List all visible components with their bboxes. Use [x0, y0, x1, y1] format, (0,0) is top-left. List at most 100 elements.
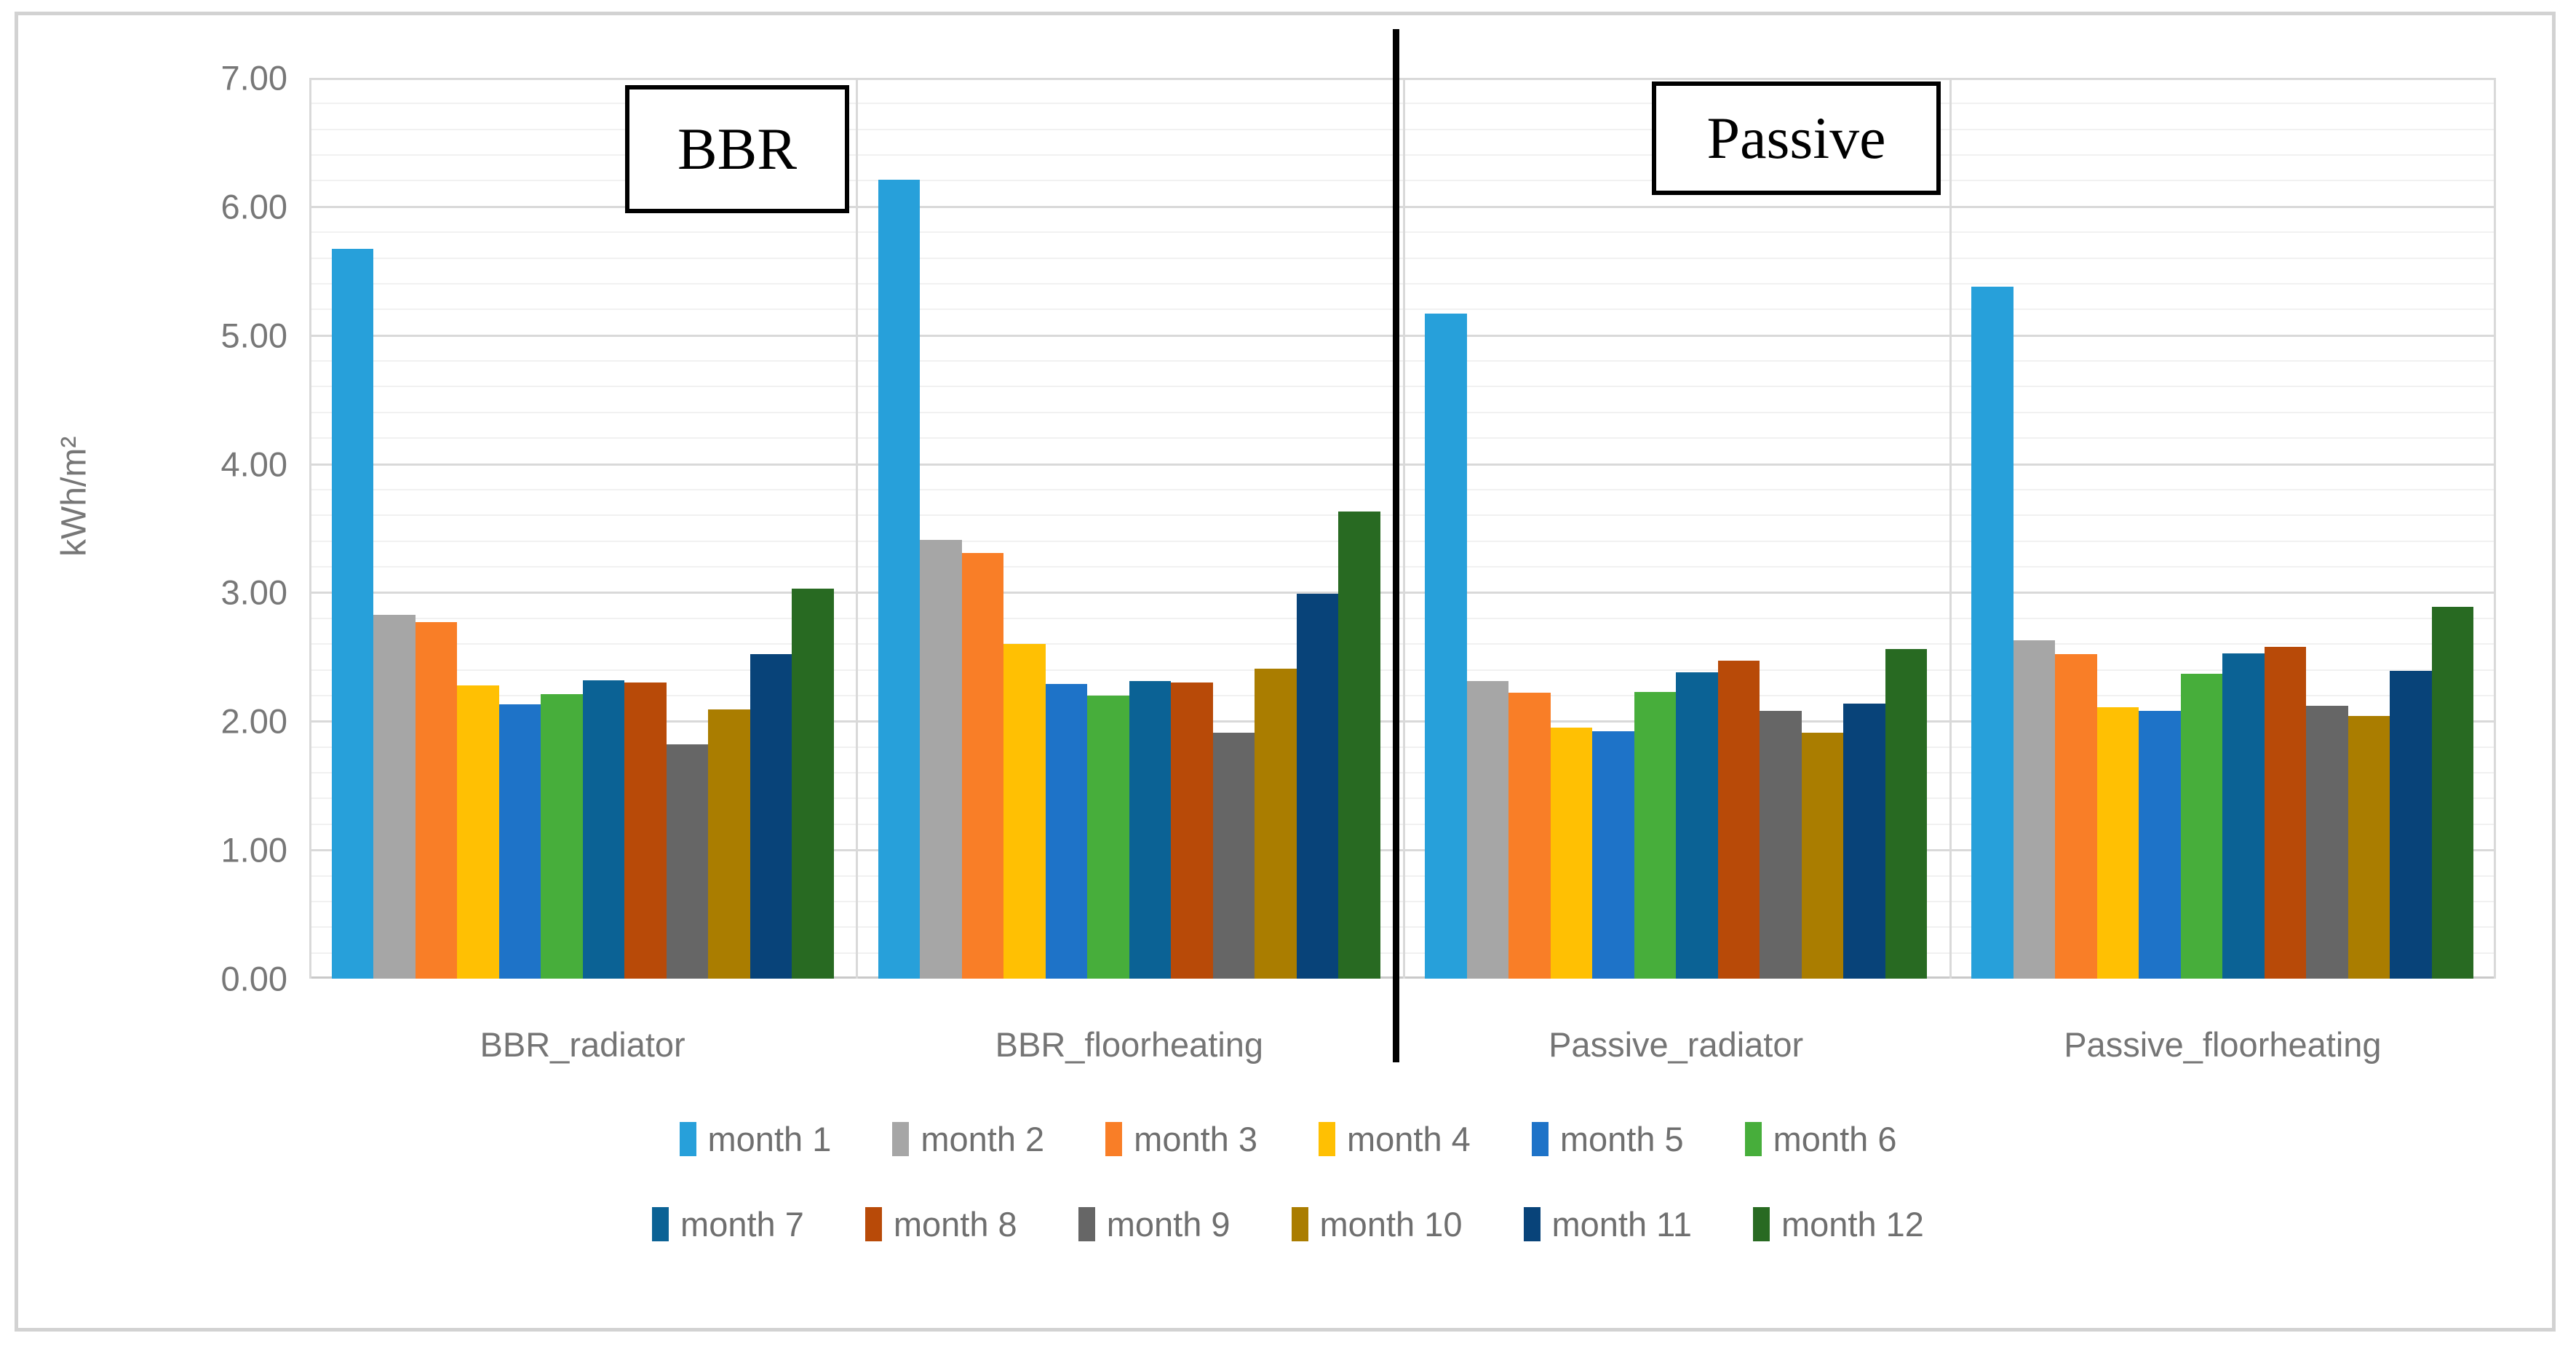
bar-group-Passive_radiator: [1403, 78, 1949, 979]
bar-Passive_radiator-month-10: [1801, 733, 1844, 979]
bar-BBR_floorheating-month-7: [1129, 681, 1172, 979]
plot-area: [309, 78, 2496, 979]
legend-label: month 5: [1559, 1120, 1684, 1158]
category-label-BBR_floorheating: BBR_floorheating: [995, 1025, 1264, 1064]
panel-separator-line: [1949, 78, 1952, 979]
y-tick-label-3.00: 3.00: [220, 573, 287, 612]
y-tick-label-0.00: 0.00: [220, 959, 287, 998]
bar-Passive_floorheating-month-5: [2139, 711, 2181, 979]
bar-Passive_floorheating-month-6: [2180, 673, 2223, 979]
bar-Passive_radiator-month-4: [1550, 728, 1593, 979]
bar-BBR_radiator-month-6: [541, 694, 583, 979]
bar-Passive_floorheating-month-2: [2013, 640, 2056, 979]
bar-Passive_radiator-month-5: [1592, 731, 1634, 979]
bar-Passive_radiator-month-3: [1508, 693, 1551, 979]
y-tick-label-2.00: 2.00: [220, 701, 287, 741]
bar-BBR_floorheating-month-4: [1003, 644, 1046, 979]
legend-item-month-5: month 5: [1531, 1119, 1684, 1159]
legend-label: month 11: [1551, 1205, 1692, 1243]
bar-BBR_radiator-month-11: [750, 654, 792, 979]
bar-BBR_floorheating-month-12: [1338, 512, 1380, 979]
legend-swatch-icon: [864, 1207, 882, 1241]
legend-item-month-10: month 10: [1291, 1204, 1463, 1244]
bar-Passive_radiator-month-7: [1676, 672, 1718, 979]
bar-Passive_radiator-month-9: [1760, 711, 1802, 979]
bar-BBR_floorheating-month-5: [1045, 684, 1088, 979]
category-label-BBR_radiator: BBR_radiator: [480, 1025, 685, 1064]
bar-BBR_floorheating-month-11: [1296, 594, 1339, 979]
bar-Passive_radiator-month-8: [1717, 661, 1760, 979]
legend-swatch-icon: [679, 1122, 696, 1156]
bar-group-BBR_floorheating: [856, 78, 1402, 979]
y-tick-label-4.00: 4.00: [220, 445, 287, 484]
legend-swatch-icon: [1531, 1122, 1549, 1156]
legend-label: month 8: [893, 1205, 1017, 1243]
legend-label: month 4: [1347, 1120, 1471, 1158]
bar-BBR_floorheating-month-6: [1087, 695, 1129, 979]
y-tick-label-7.00: 7.00: [220, 58, 287, 98]
legend-swatch-icon: [1752, 1207, 1770, 1241]
bar-group-BBR_radiator: [309, 78, 856, 979]
legend-label: month 10: [1319, 1205, 1463, 1243]
legend-row-2: month 7 month 8 month 9 month 10 month 11 mon…: [652, 1204, 1924, 1244]
legend-item-month-8: month 8: [864, 1204, 1017, 1244]
bar-Passive_radiator-month-1: [1425, 313, 1467, 979]
legend-item-month-12: month 12: [1752, 1204, 1924, 1244]
bar-Passive_radiator-month-11: [1843, 703, 1885, 979]
y-tick-label-6.00: 6.00: [220, 187, 287, 226]
panel-separator-line: [309, 78, 311, 979]
bar-BBR_radiator-month-5: [498, 704, 541, 979]
legend-label: month 3: [1134, 1120, 1257, 1158]
panel-separator-line: [1402, 78, 1405, 979]
legend-item-month-2: month 2: [892, 1119, 1044, 1159]
legend-item-month-11: month 11: [1523, 1204, 1692, 1244]
legend-item-month-9: month 9: [1078, 1204, 1231, 1244]
bar-BBR_floorheating-month-9: [1212, 733, 1255, 979]
bar-Passive_radiator-month-6: [1634, 691, 1677, 979]
bar-BBR_floorheating-month-1: [878, 179, 921, 979]
legend-row-1: month 1 month 2 month 3 month 4 month 5 month…: [679, 1119, 1896, 1159]
bar-Passive_floorheating-month-8: [2264, 646, 2307, 979]
bar-BBR_radiator-month-4: [457, 685, 499, 979]
bar-BBR_radiator-month-1: [331, 249, 374, 979]
bar-Passive_floorheating-month-7: [2222, 653, 2265, 979]
legend-swatch-icon: [652, 1207, 669, 1241]
bar-BBR_floorheating-month-10: [1255, 668, 1297, 979]
panel-separator-line: [2494, 78, 2496, 979]
bbr-title-text: BBR: [677, 116, 798, 182]
bar-BBR_floorheating-month-8: [1171, 683, 1213, 979]
legend-label: month 9: [1106, 1205, 1231, 1243]
legend-swatch-icon: [1744, 1122, 1762, 1156]
bar-Passive_floorheating-month-11: [2390, 671, 2432, 979]
bar-BBR_radiator-month-12: [792, 589, 834, 979]
legend-swatch-icon: [892, 1122, 910, 1156]
legend-item-month-3: month 3: [1105, 1119, 1257, 1159]
legend-swatch-icon: [1523, 1207, 1541, 1241]
legend-swatch-icon: [1105, 1122, 1123, 1156]
y-tick-label-1.00: 1.00: [220, 830, 287, 870]
y-tick-label-5.00: 5.00: [220, 316, 287, 355]
legend-swatch-icon: [1319, 1122, 1335, 1156]
bar-Passive_floorheating-month-1: [1971, 286, 2014, 979]
panel-separator-line: [856, 78, 859, 979]
bar-BBR_radiator-month-10: [708, 709, 750, 979]
y-axis-title: kWh/m²: [55, 436, 94, 557]
bar-group-Passive_floorheating: [1949, 78, 2496, 979]
legend-item-month-1: month 1: [679, 1119, 831, 1159]
bar-BBR_floorheating-month-3: [961, 552, 1004, 979]
bbr-title-box: BBR: [625, 85, 849, 213]
legend-item-month-6: month 6: [1744, 1119, 1896, 1159]
bar-Passive_radiator-month-2: [1466, 681, 1509, 979]
legend-item-month-7: month 7: [652, 1204, 804, 1244]
bar-Passive_floorheating-month-9: [2306, 706, 2348, 979]
legend-item-month-4: month 4: [1319, 1119, 1471, 1159]
bar-Passive_floorheating-month-10: [2348, 716, 2390, 979]
bbr-passive-divider-line: [1393, 29, 1399, 1062]
bar-Passive_floorheating-month-4: [2096, 707, 2139, 979]
passive-title-box: Passive: [1652, 81, 1941, 195]
bar-Passive_floorheating-month-12: [2431, 606, 2474, 979]
legend-swatch-icon: [1078, 1207, 1095, 1241]
passive-title-text: Passive: [1706, 105, 1886, 171]
legend-label: month 2: [921, 1120, 1045, 1158]
